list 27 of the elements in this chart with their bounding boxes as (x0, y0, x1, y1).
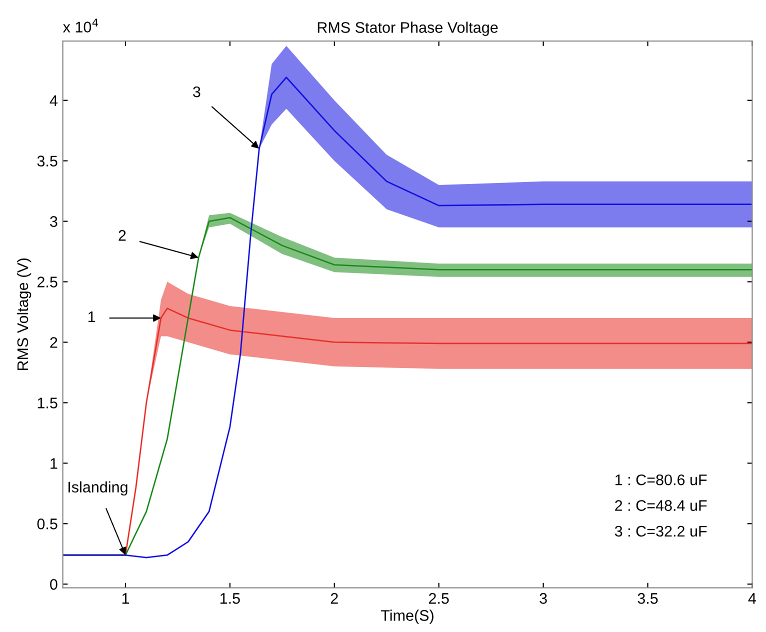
y-tick-label: 0 (50, 579, 58, 590)
annotation: 2 (118, 230, 126, 241)
annotation: 1 (88, 311, 96, 322)
y-tick-label: 3.5 (37, 156, 58, 167)
annotation: 2 : C=48.4 uF (615, 500, 707, 511)
x-tick-label: 2.5 (429, 593, 449, 604)
annotation: Islanding (68, 481, 128, 496)
y-tick-label: 0.5 (37, 518, 58, 530)
y-tick-label: 1 (50, 458, 58, 469)
annotation: 3 (193, 86, 200, 98)
text: x 10$^{4}$ (62, 18, 98, 32)
x-tick-label: 3.5 (638, 593, 658, 604)
y-tick-label: 3 (50, 216, 58, 227)
y-tick-label: 2 (50, 337, 58, 348)
x-tick-label: 3 (540, 593, 547, 604)
y-axis-title: RMS Voltage (V) (16, 258, 32, 370)
x-axis-title: Time(S) (380, 610, 434, 624)
y-tick-label: 2.5 (37, 276, 58, 288)
x-tick-label: 1 (122, 593, 129, 604)
annotation: 1 : C=80.6 uF (615, 474, 707, 486)
x-tick-label: 2 (330, 593, 338, 604)
chart-title: RMS Stator Phase Voltage (318, 22, 498, 36)
x-tick-label: 4 (748, 593, 756, 604)
annotation: 3 : C=32.2 uF (614, 526, 707, 537)
x-tick-label: 1.5 (220, 593, 240, 604)
y-tick-label: 1.5 (38, 398, 58, 408)
y-tick-label: 4 (50, 95, 58, 106)
